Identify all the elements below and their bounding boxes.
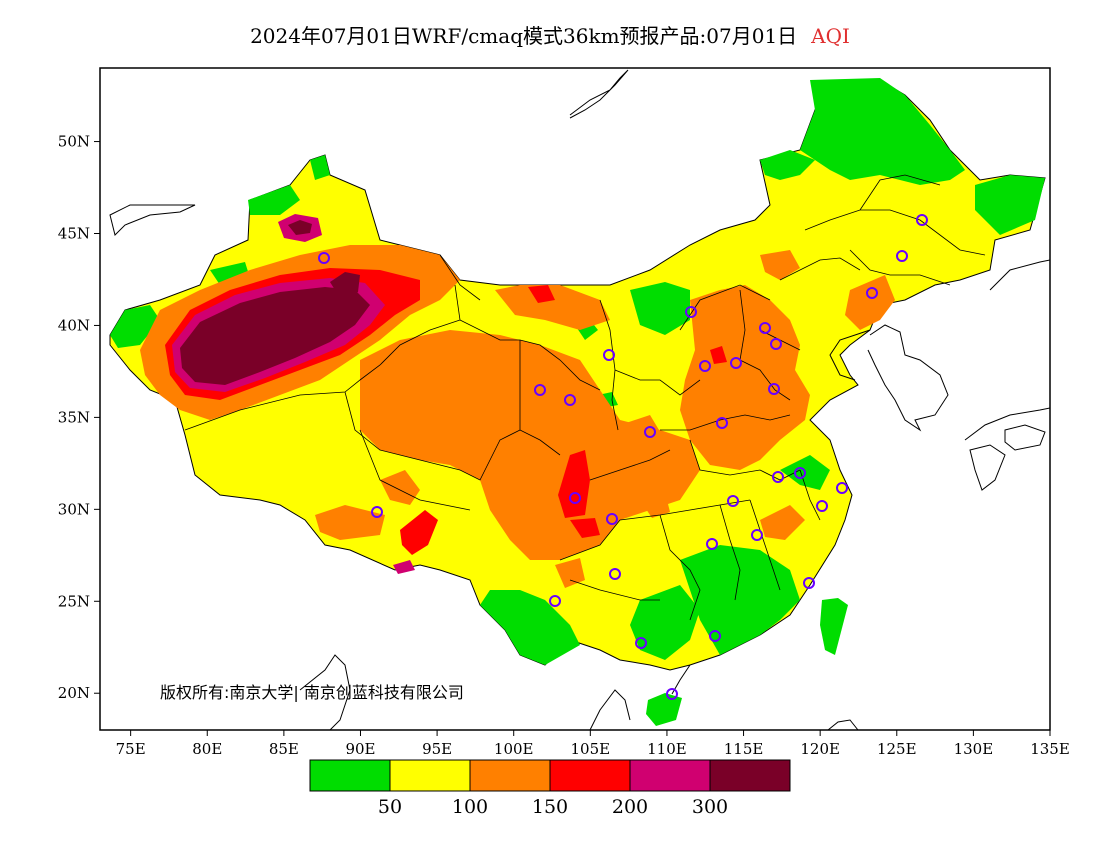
city-marker (896, 250, 908, 262)
colorbar-swatch (629, 759, 711, 792)
title-main: 2024年07月01日WRF/cmaq模式36km预报产品:07月01日 (250, 24, 798, 48)
colorbar-swatch (309, 759, 391, 792)
city-marker (770, 338, 782, 350)
y-tick-label: 35N (58, 408, 90, 426)
y-axis: 50N 45N 40N 35N 30N 25N 20N (58, 133, 100, 702)
city-marker (371, 506, 383, 518)
x-tick-label: 115E (724, 740, 764, 758)
x-tick-label: 95E (422, 740, 452, 758)
map-area: 版权所有:南京大学| 南京创蓝科技有限公司 (100, 68, 1050, 730)
city-marker (706, 538, 718, 550)
city-marker (727, 495, 739, 507)
city-marker (751, 529, 763, 541)
city-marker (866, 287, 878, 299)
x-tick-label: 85E (269, 740, 299, 758)
colorbar-swatch (469, 759, 551, 792)
x-axis: 75E 80E 85E 90E 95E 100E 105E 110E 115E 120E 125E 1… (116, 730, 1070, 758)
colorbar-swatch (549, 759, 631, 792)
city-marker (836, 482, 848, 494)
city-marker (635, 637, 647, 649)
y-tick-label: 30N (58, 500, 90, 518)
colorbar-swatch (389, 759, 471, 792)
city-marker (644, 426, 656, 438)
x-tick-label: 125E (877, 740, 917, 758)
city-marker (569, 492, 581, 504)
city-marker (699, 360, 711, 372)
city-marker (564, 394, 576, 406)
city-marker (768, 383, 780, 395)
colorbar-label: 150 (532, 796, 568, 818)
colorbar-label: 300 (692, 796, 728, 818)
city-marker (730, 357, 742, 369)
x-tick-label: 110E (647, 740, 687, 758)
city-marker (685, 306, 697, 318)
colorbar-label: 200 (612, 796, 648, 818)
colorbar-swatch (709, 759, 791, 792)
city-marker (709, 630, 721, 642)
aqi-good-areas (110, 78, 1045, 726)
city-marker (772, 471, 784, 483)
city-marker (606, 513, 618, 525)
city-marker (609, 568, 621, 580)
aqi-colorbar: 50 100 150 200 300 (309, 759, 791, 818)
city-marker (549, 595, 561, 607)
y-tick-label: 40N (58, 316, 90, 334)
city-marker (803, 577, 815, 589)
city-marker (794, 467, 806, 479)
x-tick-label: 90E (345, 740, 375, 758)
city-marker (666, 688, 678, 700)
map-title: 2024年07月01日WRF/cmaq模式36km预报产品:07月01日 AQI (0, 20, 1100, 49)
aqi-severe-pollution-areas (180, 220, 370, 385)
copyright-text: 版权所有:南京大学| 南京创蓝科技有限公司 (160, 683, 464, 702)
city-marker (603, 349, 615, 361)
map-frame (99, 67, 1051, 731)
y-tick-label: 45N (58, 225, 90, 243)
city-markers (318, 214, 928, 700)
x-tick-label: 75E (116, 740, 146, 758)
city-marker (318, 252, 330, 264)
city-marker (916, 214, 928, 226)
x-tick-label: 80E (192, 740, 222, 758)
x-tick-label: 120E (800, 740, 840, 758)
colorbar-label: 50 (378, 796, 402, 818)
colorbar-label: 100 (452, 796, 488, 818)
city-marker (759, 322, 771, 334)
x-tick-label: 130E (954, 740, 994, 758)
city-marker (716, 417, 728, 429)
y-tick-label: 50N (58, 133, 90, 151)
province-boundaries (184, 174, 986, 621)
city-marker (816, 500, 828, 512)
neighbor-coastlines (109, 69, 1050, 730)
city-marker (534, 384, 546, 396)
x-tick-label: 100E (494, 740, 534, 758)
y-tick-label: 20N (58, 684, 90, 702)
y-tick-label: 25N (58, 592, 90, 610)
title-product: AQI (811, 24, 850, 48)
x-tick-label: 105E (571, 740, 611, 758)
x-tick-label: 135E (1030, 740, 1070, 758)
